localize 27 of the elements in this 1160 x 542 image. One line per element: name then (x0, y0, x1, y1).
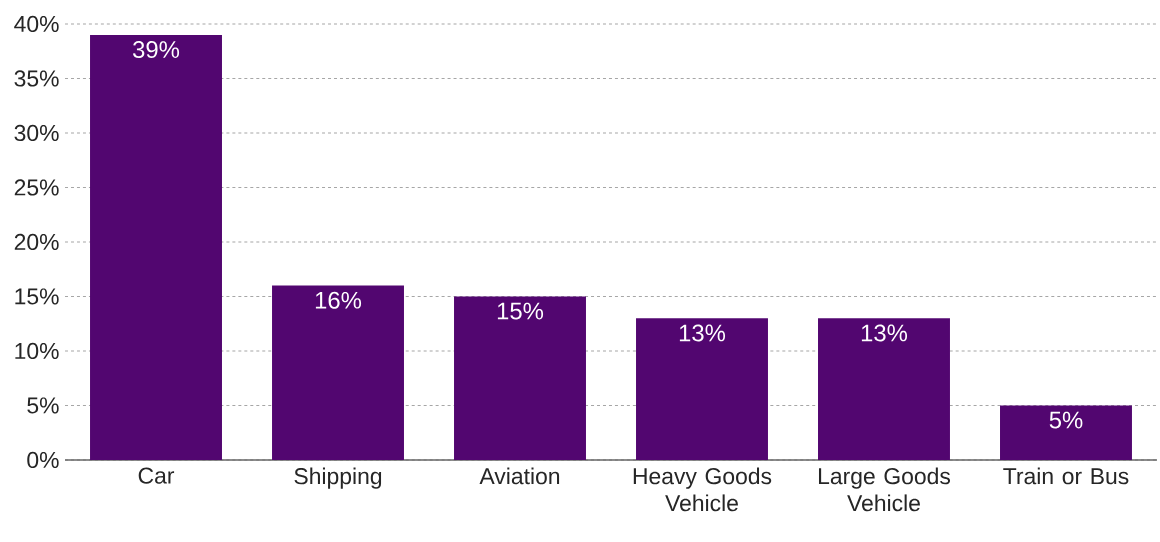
x-tick-label: Car (138, 467, 175, 484)
bar (454, 296, 586, 460)
y-tick-label: 0% (27, 451, 59, 469)
bar (1000, 405, 1132, 460)
x-tick-label: Train or Bus (1003, 467, 1129, 485)
y-tick-label: 40% (14, 15, 59, 33)
bar (90, 34, 222, 460)
y-tick-label: 15% (15, 288, 59, 305)
data-label: 16% (315, 291, 362, 309)
y-tick-label: 30% (14, 124, 59, 142)
bar (272, 285, 404, 460)
y-tick-label: 10% (15, 342, 59, 360)
data-label: 13% (861, 324, 908, 342)
x-tick-label: Aviation (479, 467, 560, 485)
y-tick-label: 5% (27, 397, 59, 414)
bar (818, 318, 950, 460)
x-tick-label: Large Goods Vehicle (818, 467, 951, 512)
x-tick-label: Heavy Goods Vehicle (633, 467, 772, 512)
y-tick-label: 20% (14, 233, 59, 251)
y-tick-label: 25% (14, 179, 59, 196)
data-label: 5% (1049, 411, 1083, 429)
bar (636, 318, 768, 460)
data-label: 39% (132, 41, 180, 59)
x-tick-label: Shipping (294, 467, 382, 489)
data-label: 15% (497, 302, 544, 320)
y-tick-label: 35% (14, 70, 59, 87)
data-label: 13% (679, 324, 726, 342)
